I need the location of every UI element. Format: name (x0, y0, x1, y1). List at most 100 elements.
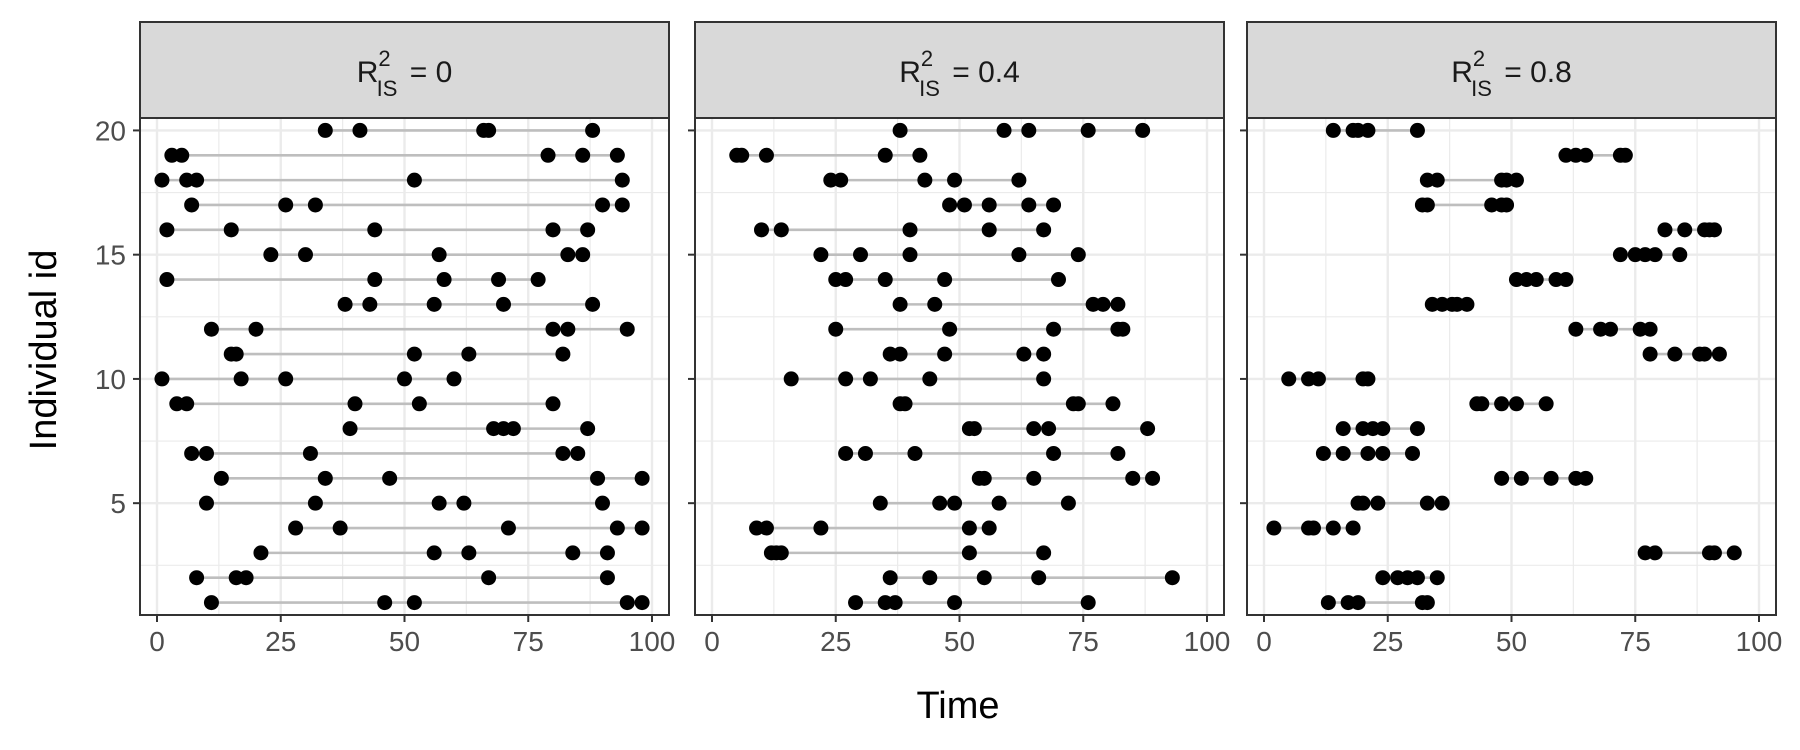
data-point (734, 147, 750, 163)
data-point (1140, 421, 1156, 437)
data-point (1494, 470, 1510, 486)
data-point (922, 371, 938, 387)
facet-label-base: R (899, 56, 921, 89)
x-tick-label: 25 (265, 626, 296, 657)
data-point (530, 272, 546, 288)
series-points (1266, 122, 1742, 611)
data-point (1320, 595, 1336, 611)
data-point (406, 346, 422, 362)
data-point (902, 222, 918, 238)
data-point (853, 247, 868, 263)
data-point (1036, 545, 1052, 561)
data-point (1612, 247, 1628, 263)
data-point (585, 122, 601, 138)
data-point (872, 495, 888, 511)
data-point (253, 545, 269, 561)
data-point (199, 445, 214, 461)
data-point (1419, 495, 1435, 511)
data-point (382, 470, 398, 486)
x-tick-label: 100 (1184, 626, 1231, 657)
data-point (1543, 470, 1559, 486)
data-point (1375, 421, 1391, 437)
facet-label: R2 IS = 0.4 (899, 46, 1020, 101)
data-point (1528, 272, 1544, 288)
data-point (426, 296, 442, 312)
data-point (1429, 172, 1445, 188)
data-point (1578, 470, 1594, 486)
data-point (223, 222, 239, 238)
y-axis-title: Individual id (23, 250, 65, 451)
data-point (426, 545, 442, 561)
data-point (184, 197, 200, 213)
data-point (1021, 122, 1037, 138)
data-point (833, 172, 849, 188)
data-point (481, 570, 497, 586)
data-point (1080, 122, 1096, 138)
data-point (317, 122, 333, 138)
data-point (352, 122, 368, 138)
data-point (1697, 346, 1713, 362)
data-point (1350, 595, 1366, 611)
data-point (1647, 545, 1663, 561)
y-tick-label: 10 (95, 364, 126, 395)
data-point (456, 495, 472, 511)
data-point (481, 122, 497, 138)
data-point (540, 147, 556, 163)
data-point (436, 272, 452, 288)
grid (140, 118, 669, 615)
data-point (491, 272, 507, 288)
data-point (580, 222, 596, 238)
data-point (1046, 197, 1062, 213)
data-point (555, 346, 571, 362)
data-point (937, 272, 953, 288)
data-point (1325, 122, 1341, 138)
data-point (174, 147, 190, 163)
data-point (1125, 470, 1141, 486)
data-point (411, 396, 427, 412)
data-point (1711, 346, 1727, 362)
x-axis-title: Time (916, 685, 999, 727)
data-point (1459, 296, 1475, 312)
data-point (595, 495, 610, 511)
data-point (599, 570, 615, 586)
data-point (1355, 495, 1371, 511)
data-point (1370, 495, 1386, 511)
data-point (580, 421, 596, 437)
data-point (545, 396, 561, 412)
data-point (981, 222, 997, 238)
data-point (882, 570, 898, 586)
data-point (1429, 570, 1445, 586)
data-point (1499, 197, 1515, 213)
data-point (1016, 346, 1032, 362)
facet-strip (694, 21, 1225, 119)
data-point (377, 595, 393, 611)
data-point (634, 595, 650, 611)
data-point (496, 296, 511, 312)
data-point (1360, 122, 1376, 138)
data-point (555, 445, 571, 461)
x-tick-label: 50 (944, 626, 975, 657)
data-point (609, 520, 625, 536)
x-tick-label: 75 (1620, 626, 1651, 657)
data-point (278, 371, 294, 387)
data-point (397, 371, 412, 387)
data-point (500, 520, 516, 536)
facet-label-sup: 2 (378, 46, 390, 71)
x-axis: 0 25 50 75 100 (704, 615, 1230, 657)
data-point (347, 396, 363, 412)
data-point (991, 495, 1007, 511)
data-point (406, 595, 422, 611)
data-point (947, 595, 963, 611)
data-point (1360, 371, 1376, 387)
grid (695, 118, 1224, 615)
data-point (966, 421, 982, 437)
series-points (154, 122, 650, 611)
data-point (892, 296, 908, 312)
data-point (912, 147, 928, 163)
data-point (159, 272, 175, 288)
facet-label-base: R (1451, 56, 1473, 89)
data-point (862, 371, 878, 387)
data-point (545, 321, 561, 337)
